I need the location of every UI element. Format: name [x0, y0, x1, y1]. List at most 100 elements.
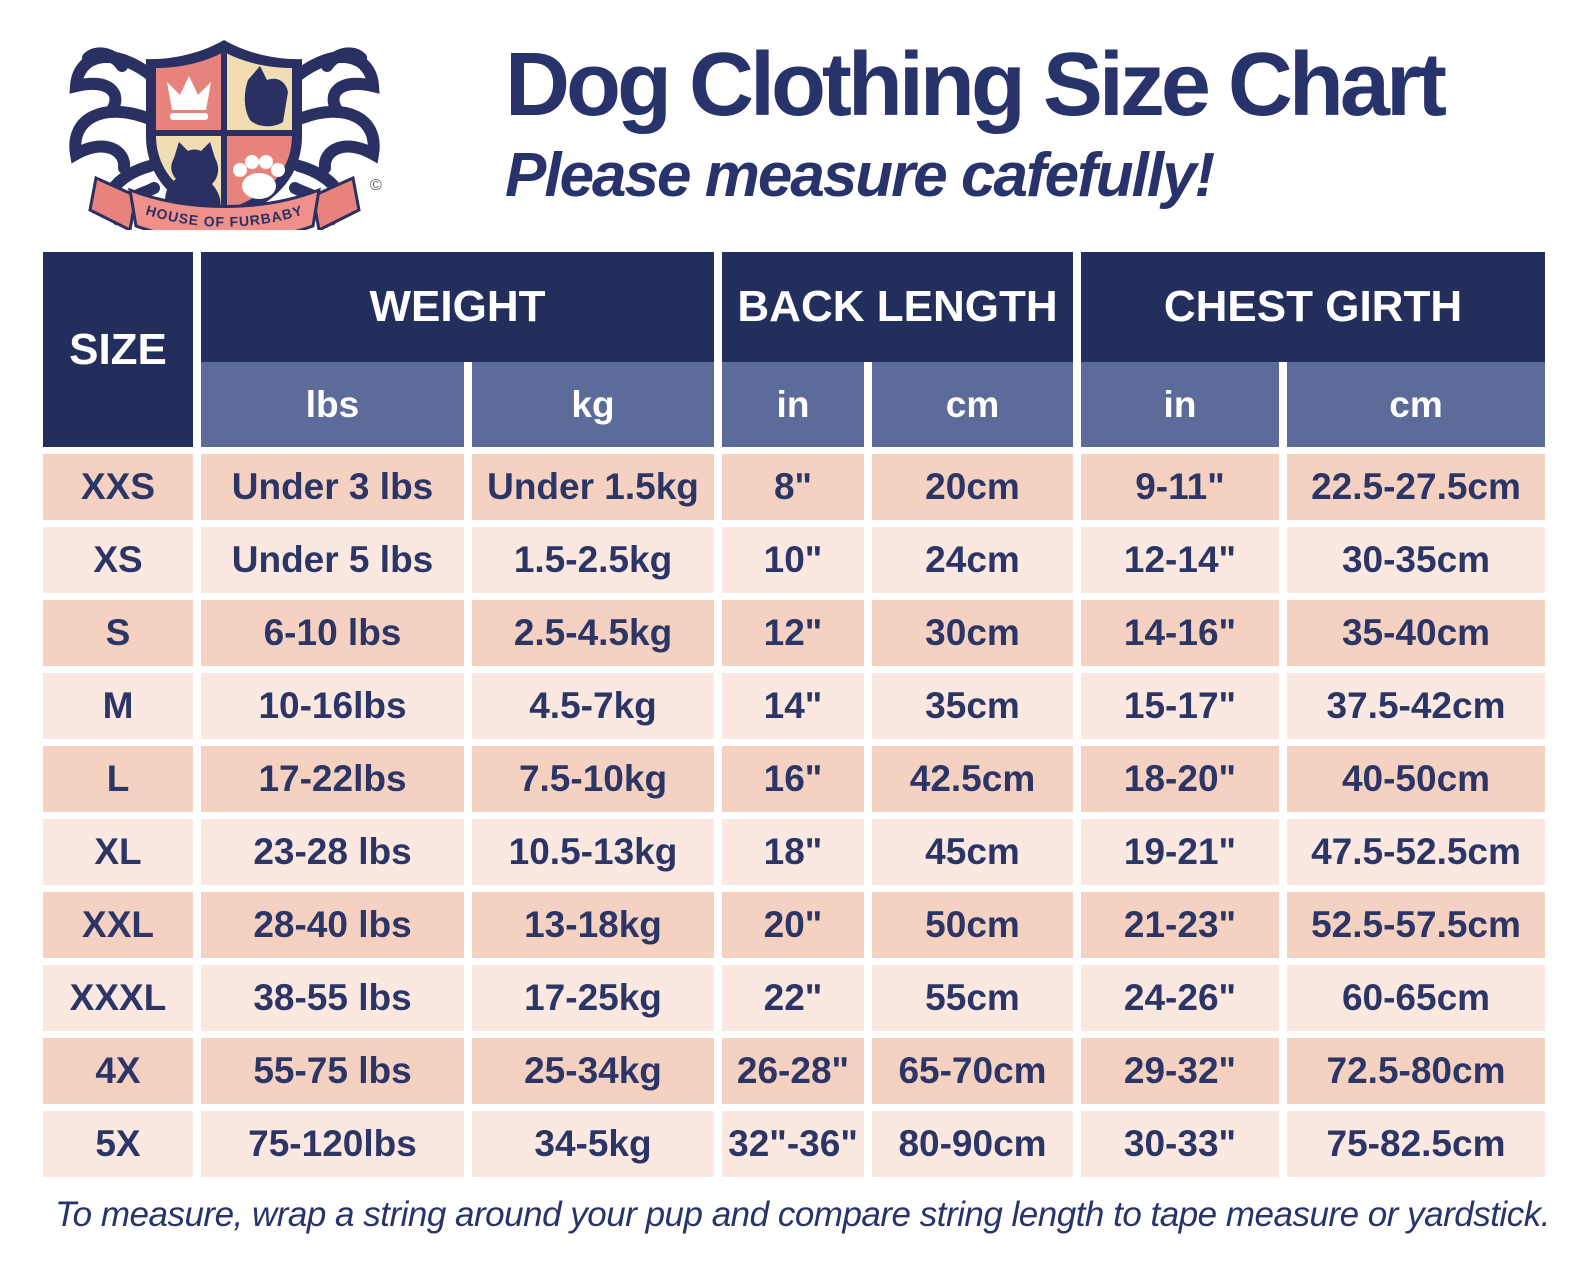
chest-in-cell: 14-16" — [1081, 600, 1279, 666]
table-row-xs: XS Under 5 lbs 1.5-2.5kg 10" 24cm 12-14"… — [43, 527, 1545, 593]
size-cell: XXXL — [43, 965, 193, 1031]
kg-cell: 34-5kg — [472, 1111, 714, 1177]
kg-cell: 17-25kg — [472, 965, 714, 1031]
chest-cm-cell: 72.5-80cm — [1287, 1038, 1545, 1104]
title-block: Dog Clothing Size Chart Please measure c… — [505, 35, 1447, 211]
cat-icon — [165, 142, 221, 208]
paw-icon — [233, 155, 285, 199]
page-title: Dog Clothing Size Chart — [505, 35, 1447, 135]
chest-cm-cell: 40-50cm — [1287, 746, 1545, 812]
page-subtitle: Please measure cafefully! — [505, 141, 1215, 210]
col-header-kg: kg — [472, 362, 714, 447]
kg-cell: 4.5-7kg — [472, 673, 714, 739]
size-cell: XL — [43, 819, 193, 885]
chest-in-cell: 30-33" — [1081, 1111, 1279, 1177]
col-group-chest-girth: CHEST GIRTH in cm — [1081, 252, 1545, 447]
table-row-xxl: XXL 28-40 lbs 13-18kg 20" 50cm 21-23" 52… — [43, 892, 1545, 958]
chest-cm-cell: 47.5-52.5cm — [1287, 819, 1545, 885]
chest-in-cell: 12-14" — [1081, 527, 1279, 593]
chest-in-cell: 21-23" — [1081, 892, 1279, 958]
kg-cell: Under 1.5kg — [472, 454, 714, 520]
table-body: XXS Under 3 lbs Under 1.5kg 8" 20cm 9-11… — [43, 454, 1545, 1177]
lbs-cell: 55-75 lbs — [201, 1038, 464, 1104]
lbs-cell: Under 5 lbs — [201, 527, 464, 593]
back-in-cell: 32"-36" — [722, 1111, 864, 1177]
dog-icon — [244, 66, 288, 127]
back-cm-cell: 24cm — [872, 527, 1073, 593]
crown-icon — [167, 76, 211, 120]
col-header-chest-in: in — [1081, 362, 1279, 447]
back-cm-cell: 65-70cm — [872, 1038, 1073, 1104]
back-cm-cell: 80-90cm — [872, 1111, 1073, 1177]
lbs-cell: 23-28 lbs — [201, 819, 464, 885]
back-cm-cell: 55cm — [872, 965, 1073, 1031]
lbs-cell: 6-10 lbs — [201, 600, 464, 666]
col-group-back-length: BACK LENGTH in cm — [722, 252, 1073, 447]
kg-cell: 2.5-4.5kg — [472, 600, 714, 666]
size-cell: L — [43, 746, 193, 812]
lbs-cell: 10-16lbs — [201, 673, 464, 739]
kg-cell: 1.5-2.5kg — [472, 527, 714, 593]
chest-cm-cell: 52.5-57.5cm — [1287, 892, 1545, 958]
back-cm-cell: 35cm — [872, 673, 1073, 739]
kg-cell: 10.5-13kg — [472, 819, 714, 885]
chest-in-cell: 19-21" — [1081, 819, 1279, 885]
col-header-back-cm: cm — [872, 362, 1073, 447]
copyright-mark: © — [370, 177, 382, 194]
chest-in-cell: 15-17" — [1081, 673, 1279, 739]
col-header-weight: WEIGHT — [201, 252, 714, 362]
lbs-cell: 75-120lbs — [201, 1111, 464, 1177]
col-header-back-length: BACK LENGTH — [722, 252, 1073, 362]
back-in-cell: 14" — [722, 673, 864, 739]
chest-in-cell: 24-26" — [1081, 965, 1279, 1031]
back-in-cell: 22" — [722, 965, 864, 1031]
back-cm-cell: 20cm — [872, 454, 1073, 520]
back-in-cell: 26-28" — [722, 1038, 864, 1104]
col-header-size: SIZE — [43, 252, 193, 447]
table-row-s: S 6-10 lbs 2.5-4.5kg 12" 30cm 14-16" 35-… — [43, 600, 1545, 666]
lbs-cell: 28-40 lbs — [201, 892, 464, 958]
back-cm-cell: 45cm — [872, 819, 1073, 885]
size-cell: M — [43, 673, 193, 739]
back-cm-cell: 50cm — [872, 892, 1073, 958]
back-in-cell: 10" — [722, 527, 864, 593]
chest-cm-cell: 75-82.5cm — [1287, 1111, 1545, 1177]
kg-cell: 7.5-10kg — [472, 746, 714, 812]
table-row-l: L 17-22lbs 7.5-10kg 16" 42.5cm 18-20" 40… — [43, 746, 1545, 812]
lbs-cell: 38-55 lbs — [201, 965, 464, 1031]
crest-logo-graphic: HOUSE OF FURBABY © — [69, 40, 382, 230]
back-in-cell: 8" — [722, 454, 864, 520]
col-header-back-in: in — [722, 362, 864, 447]
table-row-m: M 10-16lbs 4.5-7kg 14" 35cm 15-17" 37.5-… — [43, 673, 1545, 739]
size-cell: XXS — [43, 454, 193, 520]
size-cell: 4X — [43, 1038, 193, 1104]
house-of-furbaby-logo: HOUSE OF FURBABY © — [52, 18, 397, 230]
lbs-cell: 17-22lbs — [201, 746, 464, 812]
chest-cm-cell: 22.5-27.5cm — [1287, 454, 1545, 520]
size-cell: XXL — [43, 892, 193, 958]
page-header: HOUSE OF FURBABY © Dog Clothing Size Cha… — [0, 0, 1588, 232]
size-cell: XS — [43, 527, 193, 593]
logo-banner: HOUSE OF FURBABY — [88, 175, 361, 230]
back-cm-cell: 30cm — [872, 600, 1073, 666]
chest-cm-cell: 30-35cm — [1287, 527, 1545, 593]
kg-cell: 13-18kg — [472, 892, 714, 958]
col-header-chest-girth: CHEST GIRTH — [1081, 252, 1545, 362]
chest-cm-cell: 37.5-42cm — [1287, 673, 1545, 739]
chest-in-cell: 29-32" — [1081, 1038, 1279, 1104]
col-header-chest-cm: cm — [1287, 362, 1545, 447]
col-header-lbs: lbs — [201, 362, 464, 447]
col-group-weight: WEIGHT lbs kg — [201, 252, 714, 447]
table-row-4x: 4X 55-75 lbs 25-34kg 26-28" 65-70cm 29-3… — [43, 1038, 1545, 1104]
size-chart-table: SIZE WEIGHT lbs kg BACK LENGTH in cm CHE… — [43, 252, 1545, 1177]
shield-icon — [146, 40, 302, 222]
chest-cm-cell: 60-65cm — [1287, 965, 1545, 1031]
chest-cm-cell: 35-40cm — [1287, 600, 1545, 666]
back-in-cell: 18" — [722, 819, 864, 885]
table-row-5x: 5X 75-120lbs 34-5kg 32"-36" 80-90cm 30-3… — [43, 1111, 1545, 1177]
table-header: SIZE WEIGHT lbs kg BACK LENGTH in cm CHE… — [43, 252, 1545, 447]
lbs-cell: Under 3 lbs — [201, 454, 464, 520]
size-cell: 5X — [43, 1111, 193, 1177]
kg-cell: 25-34kg — [472, 1038, 714, 1104]
